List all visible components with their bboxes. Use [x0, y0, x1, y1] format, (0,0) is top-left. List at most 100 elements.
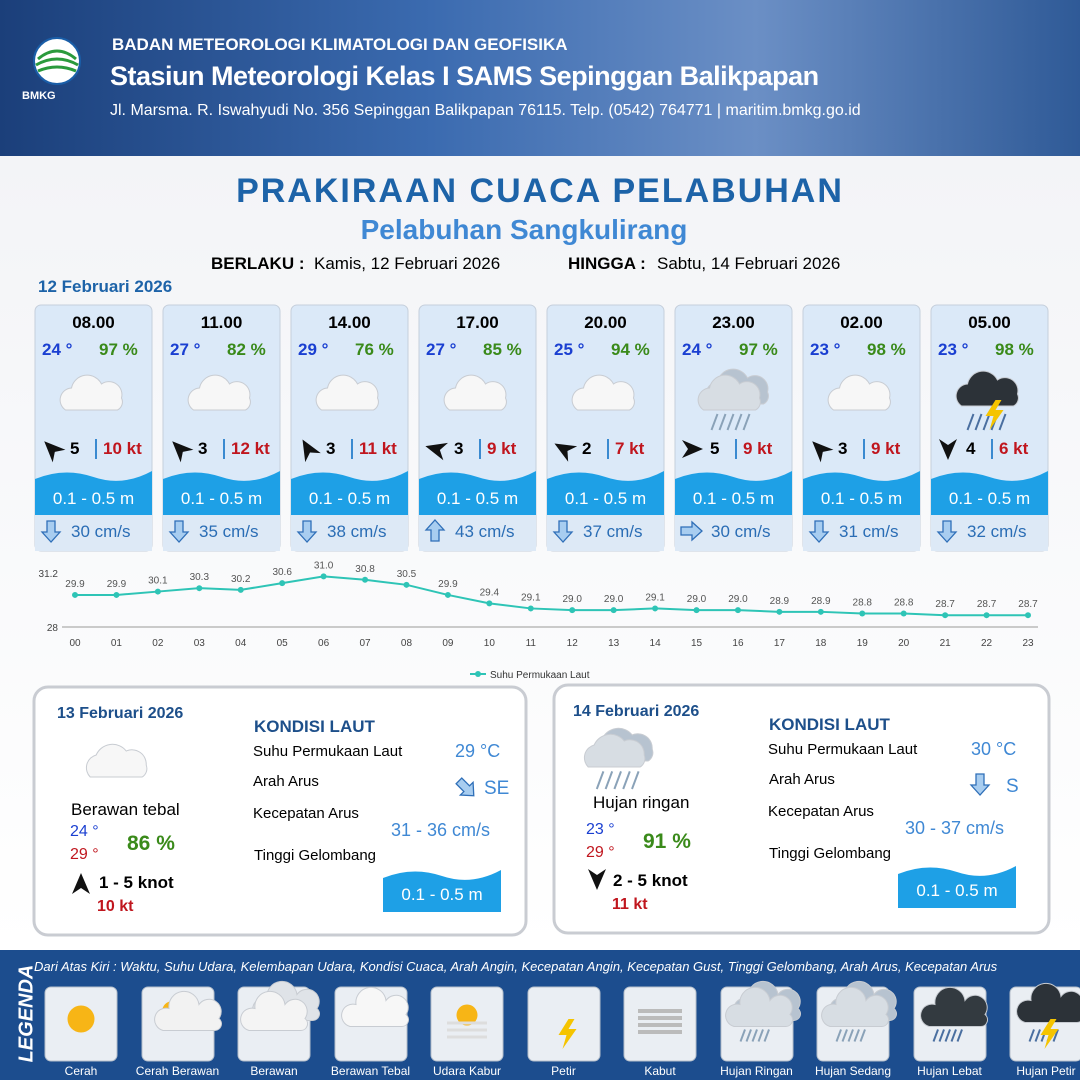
sst-point [527, 605, 534, 612]
x-tick-label: 15 [691, 638, 703, 649]
x-tick-label: 18 [815, 638, 827, 649]
sst-point [486, 600, 493, 607]
cloud [571, 374, 635, 411]
time: 14.00 [328, 313, 371, 332]
cloud [85, 743, 148, 778]
x-tick-label: 00 [69, 638, 81, 649]
sst-label: Suhu Permukaan Laut [253, 743, 403, 760]
rain [742, 413, 751, 431]
forecast-card [802, 304, 921, 552]
to: Sabtu, 14 Februari 2026 [657, 254, 841, 273]
forecast-card [674, 304, 793, 552]
speed: 31 - 36 cm/s [391, 820, 491, 840]
rain [710, 413, 719, 431]
value-label: 29.9 [65, 579, 85, 590]
sst-point [444, 591, 451, 598]
rain [613, 771, 622, 790]
value-label: 30.5 [397, 569, 417, 580]
wave-bg [383, 870, 501, 912]
wind-arrow [44, 441, 66, 463]
value-label: 30.1 [148, 576, 168, 587]
wind-arrow [72, 873, 90, 894]
x-tick-label: 17 [774, 638, 786, 649]
sst-label: Suhu Permukaan Laut [768, 741, 918, 758]
legend-desc: Dari Atas Kiri : Waktu, Suhu Udara, Kele… [34, 959, 998, 974]
legend-item: Hujan Lebat [917, 1064, 982, 1078]
wave-label: Tinggi Gelombang [769, 845, 892, 862]
x-tick-label: 22 [981, 638, 993, 649]
value-label: 29.9 [438, 579, 458, 590]
humidity: 98 % [995, 340, 1034, 359]
temp: 27 ° [170, 340, 201, 359]
current-arrow [40, 520, 62, 543]
title: PRAKIRAAN CUACA PELABUHAN [236, 172, 844, 210]
speed-label: Kecepatan Arus [253, 805, 359, 822]
temp: 27 ° [426, 340, 457, 359]
current-dir: S [1006, 776, 1019, 797]
sea-title: KONDISI LAUT [769, 715, 890, 734]
value-label: 30.6 [272, 567, 292, 578]
forecast-card [34, 304, 153, 552]
value-label: 29.1 [521, 592, 541, 603]
value-label: 29.0 [562, 594, 582, 605]
gust: 6 kt [991, 439, 1028, 459]
legend-icon [44, 986, 118, 1062]
value-label: 28.9 [811, 596, 831, 607]
cloud [59, 374, 123, 411]
wave: 0.1 - 0.5 m [692, 489, 775, 508]
x-tick-label: 04 [235, 638, 247, 649]
condition: Hujan ringan [593, 793, 690, 812]
cloud [724, 986, 793, 1027]
sst-point [154, 588, 161, 595]
wind-arrow [682, 440, 703, 458]
sun [67, 1005, 95, 1033]
bolt [1040, 1019, 1059, 1049]
sst-point [320, 573, 327, 580]
humidity: 82 % [227, 340, 266, 359]
legend-item: Hujan Sedang [814, 1064, 892, 1078]
gust: 10 kt [97, 898, 134, 915]
current-arrow [296, 520, 318, 543]
sst-point [279, 580, 286, 587]
wave: 0.1 - 0.5 m [916, 881, 998, 900]
wave: 0.1 - 0.5 m [401, 885, 483, 904]
legend-item: Hujan Petir [1016, 1064, 1076, 1078]
x-tick-label: 19 [857, 638, 869, 649]
sst-point [403, 581, 410, 588]
legend-item: Berawan Tebal [330, 1064, 411, 1078]
logo [33, 37, 81, 85]
legend-title: LEGENDA [15, 964, 38, 1063]
y-tick-label: 31.2 [39, 569, 59, 580]
gust: 7 kt [607, 439, 644, 459]
wave-bg [291, 471, 408, 521]
x-tick-label: 03 [194, 638, 206, 649]
value-label: 31.0 [314, 560, 334, 571]
wave: 0.1 - 0.5 m [948, 489, 1031, 508]
time: 11.00 [200, 313, 243, 332]
wind-arrow [812, 441, 834, 463]
from: Kamis, 12 Februari 2026 [314, 254, 501, 273]
humidity: 86 % [127, 832, 175, 855]
current-arrow [424, 519, 446, 542]
value-label: 28.7 [1018, 599, 1038, 610]
gust: 9 kt [735, 439, 772, 459]
wave-bg [35, 471, 152, 521]
rain [1052, 1029, 1059, 1042]
day-date: 14 Februari 2026 [573, 703, 700, 720]
rain [763, 1029, 770, 1042]
sst-point [817, 608, 824, 615]
current: 30 cm/s [711, 522, 771, 541]
forecast-card [418, 304, 537, 552]
current-arrow [168, 520, 190, 543]
time: 02.00 [840, 313, 883, 332]
wind-arrow [172, 441, 194, 463]
rain [956, 1029, 963, 1042]
wave: 0.1 - 0.5 m [564, 489, 647, 508]
rain [853, 1029, 860, 1042]
speed: 30 - 37 cm/s [905, 818, 1005, 838]
header-banner [0, 0, 1080, 156]
logo-circle [33, 37, 81, 85]
wave: 0.1 - 0.5 m [52, 489, 135, 508]
current-dir: SE [484, 778, 510, 799]
